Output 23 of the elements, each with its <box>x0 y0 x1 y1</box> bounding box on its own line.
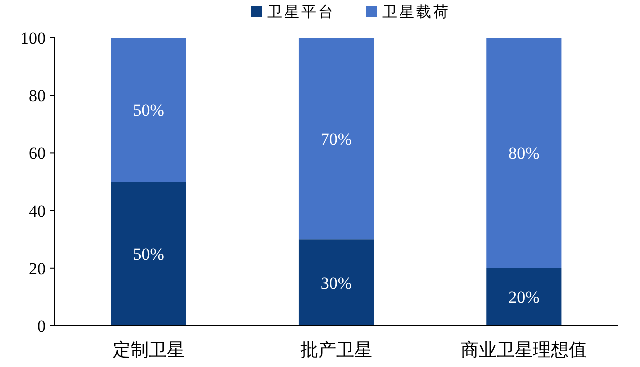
data-label: 50% <box>133 245 164 264</box>
data-label: 80% <box>508 144 540 164</box>
legend-label: 卫星载荷 <box>382 4 450 21</box>
bar <box>486 38 562 268</box>
x-tick-label: 商业卫星理想值 <box>461 340 588 360</box>
y-tick-label: 60 <box>29 144 46 164</box>
legend-label: 卫星平台 <box>268 4 336 21</box>
bar <box>486 268 562 326</box>
bar <box>298 38 374 240</box>
y-tick-label: 40 <box>29 202 46 221</box>
bar <box>111 182 186 326</box>
x-tick-label: 定制卫星 <box>112 340 185 360</box>
y-tick-label: 80 <box>29 86 46 106</box>
data-label: 30% <box>320 274 352 293</box>
x-tick-label: 批产卫星 <box>300 340 372 360</box>
data-label: 70% <box>320 130 352 149</box>
y-tick-label: 100 <box>20 29 46 48</box>
y-tick-label: 0 <box>38 317 46 336</box>
data-label: 20% <box>508 288 540 308</box>
data-label: 50% <box>133 101 164 120</box>
bar <box>298 240 374 326</box>
bar <box>111 38 186 182</box>
y-tick-label: 20 <box>29 259 46 278</box>
